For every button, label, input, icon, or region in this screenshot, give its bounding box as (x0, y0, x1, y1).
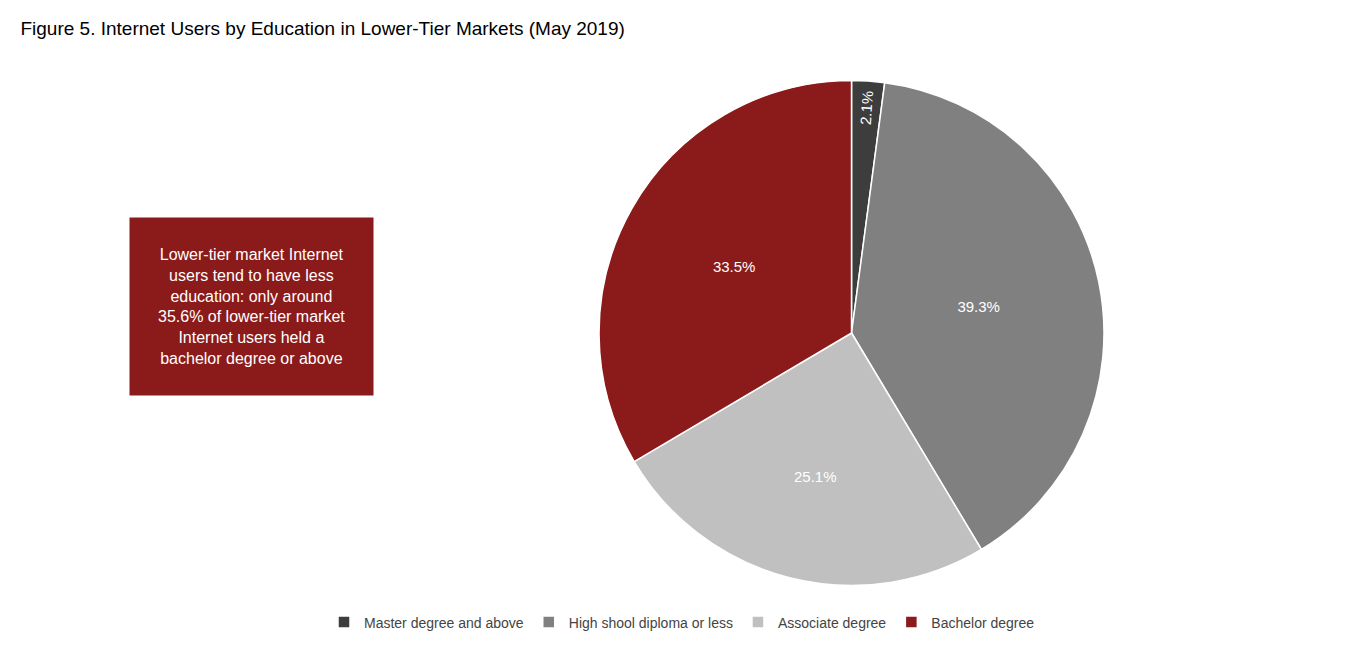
svg-text:Bachelor degree: Bachelor degree (931, 615, 1034, 631)
svg-text:2.1%: 2.1% (857, 90, 876, 125)
svg-text:High shool diploma or less: High shool diploma or less (569, 615, 733, 631)
svg-text:Master degree and above: Master degree and above (364, 615, 524, 631)
svg-text:Lower-tier market Internetuser: Lower-tier market Internetusers tend to … (158, 246, 345, 367)
svg-text:25.1%: 25.1% (794, 468, 837, 485)
svg-text:39.3%: 39.3% (957, 298, 1000, 315)
svg-text:33.5%: 33.5% (713, 258, 756, 275)
svg-text:Associate degree: Associate degree (778, 615, 886, 631)
svg-text:Figure 5. Internet Users by Ed: Figure 5. Internet Users by Education in… (20, 18, 624, 39)
